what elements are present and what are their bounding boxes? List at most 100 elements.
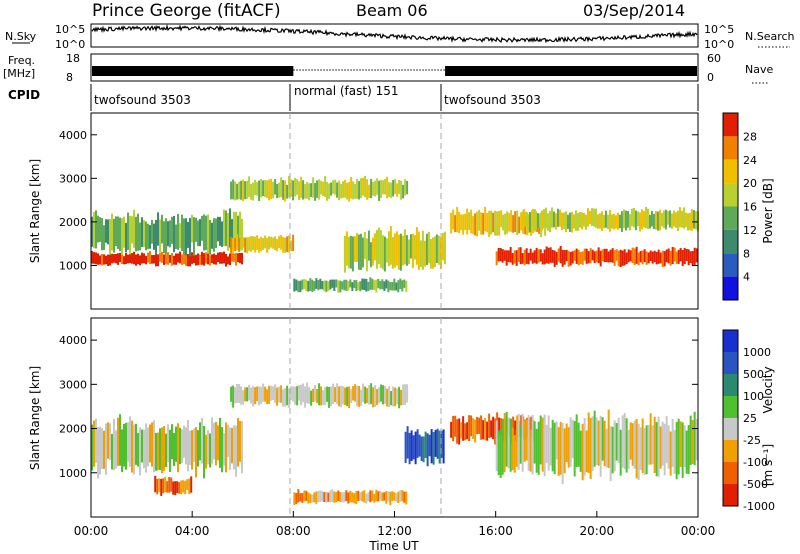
power-cell <box>510 210 513 232</box>
velocity-cell <box>484 417 487 441</box>
velocity-cell <box>635 418 638 479</box>
power-cell <box>169 254 171 263</box>
power-cell <box>141 252 143 264</box>
power-cell <box>513 250 516 264</box>
power-cell <box>648 214 651 229</box>
power-cell <box>683 247 686 265</box>
velocity-cell <box>95 418 97 463</box>
power-cell <box>129 215 131 255</box>
power-cell <box>476 211 479 237</box>
power-cell <box>568 212 571 232</box>
power-cell <box>460 214 463 231</box>
velocity-cell <box>685 430 688 474</box>
velocity-cell <box>354 384 357 402</box>
power-cell <box>175 224 177 249</box>
power-cell <box>364 175 367 198</box>
power-cell <box>290 179 293 197</box>
velocity-cell <box>533 421 536 464</box>
velocity-cell <box>480 415 483 440</box>
power-cell <box>240 239 243 251</box>
power-cell <box>526 214 529 231</box>
x-ticks: 00:00 04:00 08:00 12:00 16:00 20:00 00:00 <box>74 511 715 538</box>
power-cell <box>256 182 259 196</box>
power-cell <box>399 233 402 271</box>
velocity-cell <box>661 421 664 466</box>
power-cell <box>680 210 683 228</box>
velocity-cell <box>328 387 331 408</box>
velocity-cell <box>591 416 594 472</box>
velocity-cell <box>149 424 151 463</box>
velocity-band-7 <box>495 409 698 485</box>
power-cell <box>641 250 644 265</box>
power-cell <box>566 214 569 229</box>
power-cell <box>143 253 145 264</box>
power-cell <box>373 233 376 261</box>
power-cell <box>435 234 438 263</box>
velocity-cell <box>169 429 171 472</box>
power-cell <box>536 213 539 228</box>
velocity-cell <box>168 476 171 493</box>
power-cell <box>308 183 311 201</box>
velocity-cell <box>563 428 566 474</box>
power-cell <box>163 221 165 254</box>
power-cell <box>474 213 477 236</box>
velocity-cell <box>238 384 241 403</box>
power-cell <box>588 210 591 225</box>
velocity-band-5 <box>404 426 445 467</box>
power-cell <box>181 254 183 265</box>
velocity-cell <box>530 416 533 438</box>
velocity-cell <box>197 430 199 467</box>
power-cell <box>315 278 318 289</box>
velocity-colorbar-swatch <box>723 418 738 440</box>
velocity-cell <box>456 419 459 444</box>
power-cell <box>167 252 169 265</box>
velocity-cell <box>613 420 616 472</box>
power-cell <box>123 256 125 265</box>
power-cell <box>361 237 364 268</box>
noise-right-tick-bottom: 10^0 <box>704 38 734 51</box>
velocity-cell <box>352 386 355 401</box>
power-cell <box>575 248 578 264</box>
velocity-cell <box>391 491 394 501</box>
power-cell <box>119 217 121 252</box>
power-cell <box>478 209 481 231</box>
velocity-cell <box>383 492 386 501</box>
power-cell <box>199 219 201 247</box>
velocity-cell <box>209 433 211 468</box>
power-cell <box>347 236 350 269</box>
velocity-cell <box>213 422 215 460</box>
power-cell <box>246 180 249 199</box>
power-cell <box>462 214 465 235</box>
velocity-cell <box>315 491 318 504</box>
power-cell <box>665 249 668 263</box>
velocity-cell <box>313 492 316 503</box>
power-cell <box>663 251 666 267</box>
velocity-cell <box>565 423 568 462</box>
power-cell <box>313 281 316 291</box>
velocity-cell <box>430 429 433 464</box>
power-cell <box>632 207 635 228</box>
power-colorbar-frame <box>722 112 739 301</box>
velocity-cell <box>422 436 425 463</box>
power-cell <box>374 180 377 197</box>
velocity-cell <box>292 386 295 402</box>
power-cell <box>161 214 163 244</box>
power-colorbar-swatch <box>723 206 738 230</box>
velocity-cell <box>163 426 165 471</box>
power-cell <box>219 216 221 246</box>
velocity-cell <box>199 422 201 461</box>
power-cell <box>125 222 127 252</box>
power-cell <box>390 182 393 199</box>
power-cell <box>244 181 247 200</box>
power-cell <box>254 236 257 253</box>
power-cell <box>571 251 574 264</box>
power-cell <box>514 211 517 233</box>
velocity-cell <box>349 490 352 503</box>
power-cell <box>105 255 107 265</box>
power-cell <box>335 279 338 288</box>
velocity-cell <box>260 386 263 404</box>
velocity-cell <box>356 385 359 407</box>
velocity-cell <box>327 492 330 502</box>
velocity-cell <box>105 423 107 475</box>
velocity-cell <box>657 416 660 477</box>
